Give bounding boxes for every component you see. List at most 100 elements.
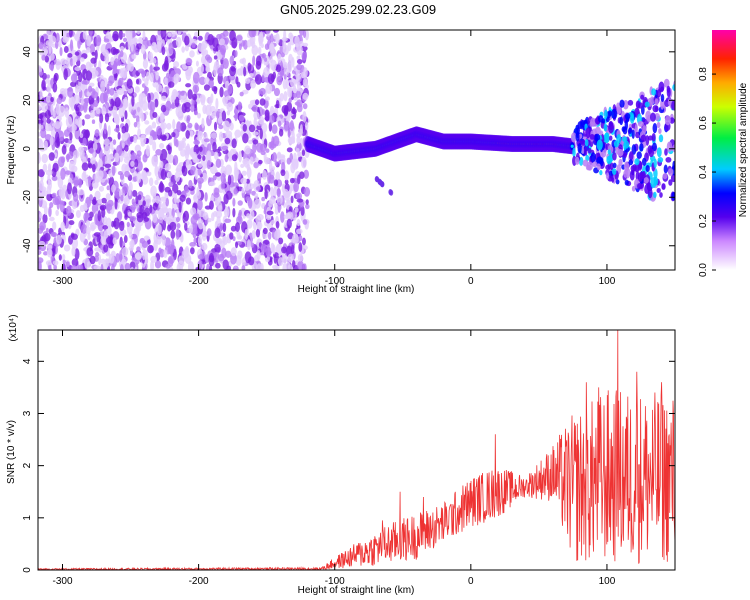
- noise-blob: [277, 257, 284, 266]
- tail-blob: [659, 192, 663, 198]
- tail-blob: [637, 121, 644, 127]
- noise-blob: [208, 181, 216, 187]
- noise-blob: [246, 219, 253, 229]
- noise-blob: [248, 30, 256, 38]
- noise-blob: [259, 31, 264, 37]
- noise-blob: [149, 72, 154, 83]
- noise-blob: [194, 31, 199, 37]
- y-tick-label: 4: [22, 358, 33, 364]
- noise-blob: [192, 93, 198, 101]
- noise-blob: [117, 87, 124, 96]
- noise-blob: [66, 182, 73, 195]
- noise-blob: [187, 89, 193, 100]
- noise-blob: [201, 242, 208, 251]
- noise-blob: [280, 70, 285, 77]
- tail-blob: [612, 162, 617, 169]
- noise-blob: [38, 233, 41, 241]
- noise-blob: [201, 230, 207, 242]
- noise-blob: [213, 55, 218, 60]
- noise-blob: [71, 246, 76, 257]
- noise-blob: [89, 255, 96, 265]
- noise-blob: [295, 43, 299, 48]
- noise-blob: [250, 242, 255, 248]
- noise-blob: [225, 130, 233, 138]
- noise-blob: [172, 94, 177, 100]
- x-tick-label: -100: [325, 276, 345, 287]
- noise-blob: [82, 30, 87, 40]
- noise-blob: [147, 92, 151, 103]
- noise-blob: [287, 73, 291, 78]
- noise-blob: [42, 163, 48, 173]
- noise-blob: [126, 78, 133, 89]
- noise-blob: [46, 193, 53, 202]
- noise-blob: [241, 265, 246, 270]
- noise-blob: [123, 96, 128, 107]
- noise-blob: [58, 156, 65, 168]
- noise-blob: [144, 120, 150, 125]
- noise-blob: [138, 93, 143, 105]
- x-tick-label: 0: [468, 576, 474, 587]
- x-tick-label: -200: [189, 276, 209, 287]
- tail-blob: [631, 185, 636, 192]
- noise-blob: [228, 157, 233, 162]
- noise-blob: [103, 122, 107, 135]
- noise-blob: [78, 146, 85, 153]
- noise-blob: [257, 46, 262, 55]
- tail-blob: [577, 121, 583, 130]
- y-tick-label: 20: [22, 94, 33, 106]
- noise-blob: [38, 119, 44, 124]
- noise-blob: [280, 52, 285, 58]
- noise-blob: [140, 134, 147, 145]
- noise-blob: [55, 209, 59, 216]
- spectrogram-heatmap: [38, 30, 675, 270]
- noise-blob: [289, 120, 294, 132]
- x-tick-label: -300: [52, 576, 72, 587]
- noise-blob: [254, 198, 261, 209]
- noise-blob: [91, 51, 96, 56]
- noise-blob: [81, 119, 85, 126]
- noise-blob: [114, 197, 118, 210]
- noise-blob: [134, 86, 140, 93]
- tail-blob: [645, 165, 650, 172]
- noise-blob: [210, 132, 217, 139]
- noise-blob: [78, 178, 83, 188]
- noise-blob: [155, 149, 163, 156]
- noise-blob: [160, 122, 167, 130]
- noise-blob: [168, 189, 173, 197]
- tail-blob: [646, 114, 652, 123]
- colorbar-gradient: [712, 30, 736, 270]
- noise-blob: [38, 42, 44, 50]
- noise-blob: [246, 213, 251, 219]
- noise-blob: [119, 236, 123, 248]
- noise-blob: [101, 106, 107, 116]
- noise-blob: [91, 91, 99, 99]
- noise-blob: [218, 131, 224, 142]
- noise-blob: [96, 234, 100, 243]
- noise-blob: [133, 135, 138, 144]
- noise-blob: [270, 242, 275, 253]
- noise-blob: [179, 194, 186, 202]
- tail-blob: [636, 151, 642, 159]
- noise-blob: [67, 87, 73, 92]
- noise-blob: [85, 70, 93, 81]
- tail-blob: [638, 161, 643, 169]
- noise-blob: [187, 122, 193, 129]
- noise-blob: [193, 110, 199, 116]
- noise-blob: [38, 227, 44, 234]
- y-tick-label: -40: [22, 238, 33, 253]
- tail-blob: [631, 144, 637, 155]
- tail-blob: [647, 135, 654, 141]
- noise-blob: [254, 157, 259, 163]
- noise-blob: [156, 125, 162, 136]
- noise-blob: [156, 223, 162, 236]
- noise-blob: [162, 218, 167, 231]
- noise-blob: [175, 216, 180, 223]
- noise-blob: [104, 163, 112, 168]
- tail-blob: [663, 78, 670, 88]
- noise-blob: [145, 145, 151, 157]
- tail-blob: [583, 119, 588, 125]
- tail-blob: [658, 134, 664, 143]
- noise-blob: [215, 98, 219, 110]
- noise-blob: [92, 99, 99, 108]
- y-tick-label: 0: [22, 567, 33, 573]
